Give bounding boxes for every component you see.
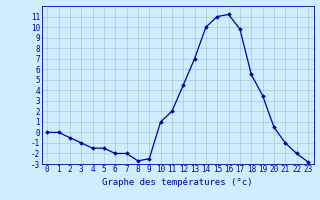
X-axis label: Graphe des températures (°c): Graphe des températures (°c) — [102, 177, 253, 187]
